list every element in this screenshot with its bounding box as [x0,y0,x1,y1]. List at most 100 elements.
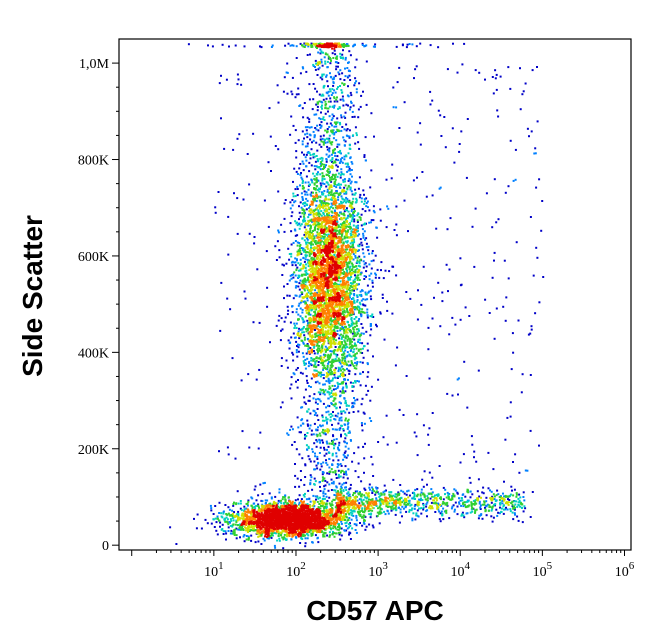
event-dot [316,109,319,112]
event-dot [289,133,292,136]
event-dot [329,325,331,328]
event-dot [326,208,329,211]
event-dot [328,535,331,538]
event-dot [243,540,246,543]
event-dot [483,503,486,506]
event-dot [343,200,346,202]
event-dot [331,325,334,328]
event-dot [329,318,332,321]
event-dot [301,280,304,283]
event-dot [232,519,235,522]
event-dot [367,371,370,374]
event-dot [349,282,352,285]
event-dot [364,291,367,294]
event-dot [370,221,372,224]
event-dot [312,397,315,400]
event-dot [341,371,344,374]
event-dot [356,499,359,502]
event-dot [343,423,346,426]
event-dot [304,44,307,47]
event-dot [483,501,486,504]
event-dot [280,365,283,367]
event-dot [343,359,346,362]
event-dot [322,492,325,495]
event-dot [507,498,509,501]
event-dot [366,316,369,319]
event-dot [308,362,310,365]
event-dot [336,184,339,186]
event-dot [468,476,471,479]
event-dot [300,419,303,422]
event-dot [351,337,354,340]
event-dot [322,388,324,391]
event-dot [307,276,310,279]
event-dot [414,503,417,506]
event-dot [295,57,298,59]
event-dot [324,302,326,305]
event-dot [342,45,345,48]
event-dot [323,531,326,534]
event-dot [345,267,348,270]
event-dot [297,274,300,277]
event-dot [344,522,347,525]
event-dot [312,235,315,238]
event-dot [340,89,343,92]
event-dot [319,258,322,261]
event-dot [303,338,306,341]
event-dot [456,513,459,516]
event-dot [352,350,355,353]
event-dot [336,386,339,389]
event-dot [360,94,363,97]
event-dot [319,490,322,492]
event-dot [439,186,442,189]
event-dot [301,273,304,276]
event-dot [494,77,497,80]
event-dot [220,528,223,531]
event-dot [324,354,327,357]
event-dot [316,173,319,176]
event-dot [330,180,333,183]
event-dot [334,154,337,157]
event-dot [345,521,348,524]
event-dot [306,258,309,261]
event-dot [325,91,328,94]
event-dot [339,395,341,398]
event-dot [330,178,333,181]
event-dot [344,374,347,377]
event-dot [321,512,324,515]
event-dot [323,535,326,538]
event-dot [313,175,316,178]
event-dot [316,166,319,169]
event-dot [405,503,408,506]
event-dot [358,82,361,85]
event-dot [454,489,457,492]
event-dot [534,312,537,315]
event-dot [442,518,445,521]
event-dot [348,144,351,147]
event-dot [340,369,343,372]
event-dot [322,143,325,146]
event-dot [328,147,331,150]
event-dot [460,504,463,507]
event-dot [369,509,371,512]
event-dot [315,265,318,268]
event-dot [319,424,321,427]
event-dot [306,142,309,145]
event-dot [363,154,366,157]
event-dot [227,526,230,529]
event-dot [338,337,341,340]
event-dot [323,235,326,238]
event-dot [286,366,289,369]
event-dot [313,410,316,413]
event-dot [303,288,306,291]
event-dot [278,249,281,252]
event-dot [378,495,381,498]
event-dot [312,247,315,250]
event-dot [303,364,306,366]
event-dot [395,274,398,277]
event-dot [376,490,378,493]
event-dot [375,497,378,500]
event-dot [247,499,250,502]
event-dot [392,106,395,109]
event-dot [428,427,431,430]
